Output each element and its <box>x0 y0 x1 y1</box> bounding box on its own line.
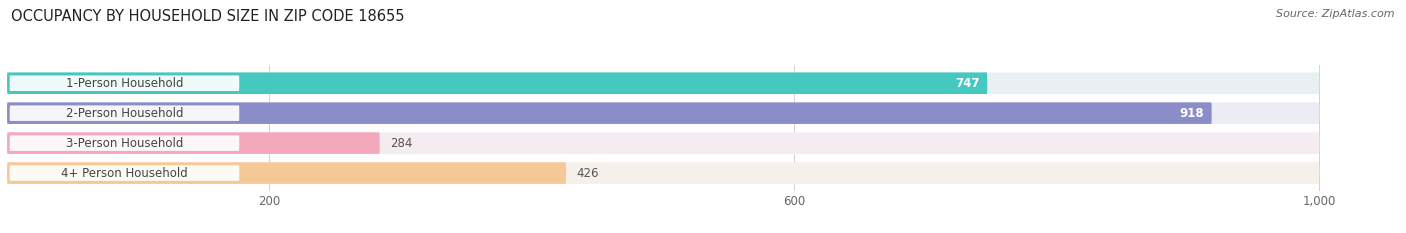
FancyBboxPatch shape <box>7 72 1319 94</box>
FancyBboxPatch shape <box>7 72 987 94</box>
Text: 747: 747 <box>955 77 980 90</box>
FancyBboxPatch shape <box>7 162 567 184</box>
FancyBboxPatch shape <box>7 132 1319 154</box>
FancyBboxPatch shape <box>7 162 1319 184</box>
Text: 3-Person Household: 3-Person Household <box>66 137 183 150</box>
FancyBboxPatch shape <box>10 105 239 121</box>
FancyBboxPatch shape <box>10 165 239 181</box>
FancyBboxPatch shape <box>7 102 1319 124</box>
Text: 918: 918 <box>1180 107 1204 120</box>
FancyBboxPatch shape <box>7 132 380 154</box>
Text: 2-Person Household: 2-Person Household <box>66 107 183 120</box>
Text: Source: ZipAtlas.com: Source: ZipAtlas.com <box>1277 9 1395 19</box>
FancyBboxPatch shape <box>10 135 239 151</box>
Text: OCCUPANCY BY HOUSEHOLD SIZE IN ZIP CODE 18655: OCCUPANCY BY HOUSEHOLD SIZE IN ZIP CODE … <box>11 9 405 24</box>
FancyBboxPatch shape <box>10 75 239 91</box>
Text: 4+ Person Household: 4+ Person Household <box>60 167 188 180</box>
Text: 426: 426 <box>576 167 599 180</box>
Text: 284: 284 <box>391 137 412 150</box>
Text: 1-Person Household: 1-Person Household <box>66 77 183 90</box>
FancyBboxPatch shape <box>7 102 1212 124</box>
